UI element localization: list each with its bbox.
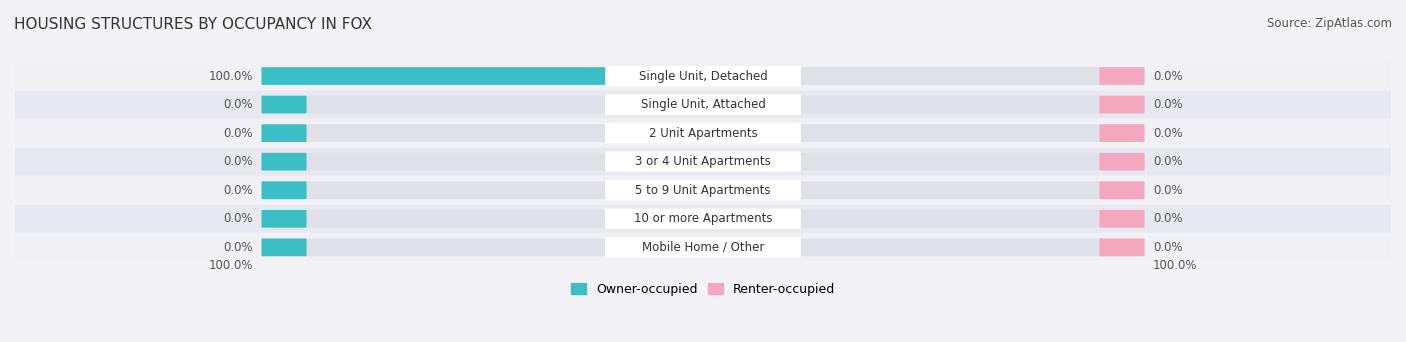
Legend: Owner-occupied, Renter-occupied: Owner-occupied, Renter-occupied xyxy=(567,278,839,301)
Text: 0.0%: 0.0% xyxy=(1153,155,1182,168)
FancyBboxPatch shape xyxy=(15,148,1391,176)
Text: 0.0%: 0.0% xyxy=(1153,98,1182,111)
Text: Single Unit, Attached: Single Unit, Attached xyxy=(641,98,765,111)
FancyBboxPatch shape xyxy=(262,124,307,142)
FancyBboxPatch shape xyxy=(1099,124,1144,142)
FancyBboxPatch shape xyxy=(605,152,801,172)
Text: 0.0%: 0.0% xyxy=(1153,241,1182,254)
FancyBboxPatch shape xyxy=(15,233,1391,261)
FancyBboxPatch shape xyxy=(262,67,1144,85)
Text: Single Unit, Detached: Single Unit, Detached xyxy=(638,69,768,82)
FancyBboxPatch shape xyxy=(605,237,801,258)
FancyBboxPatch shape xyxy=(1099,96,1144,114)
Text: 5 to 9 Unit Apartments: 5 to 9 Unit Apartments xyxy=(636,184,770,197)
Text: 0.0%: 0.0% xyxy=(224,127,253,140)
FancyBboxPatch shape xyxy=(262,181,1144,199)
Text: 0.0%: 0.0% xyxy=(224,241,253,254)
FancyBboxPatch shape xyxy=(262,210,1144,228)
Text: 0.0%: 0.0% xyxy=(224,155,253,168)
FancyBboxPatch shape xyxy=(1099,238,1144,256)
FancyBboxPatch shape xyxy=(262,67,606,85)
Text: HOUSING STRUCTURES BY OCCUPANCY IN FOX: HOUSING STRUCTURES BY OCCUPANCY IN FOX xyxy=(14,17,373,32)
FancyBboxPatch shape xyxy=(1099,67,1144,85)
Text: Mobile Home / Other: Mobile Home / Other xyxy=(641,241,765,254)
FancyBboxPatch shape xyxy=(15,91,1391,119)
Text: 100.0%: 100.0% xyxy=(208,259,253,272)
FancyBboxPatch shape xyxy=(605,209,801,229)
Text: 0.0%: 0.0% xyxy=(1153,69,1182,82)
Text: 0.0%: 0.0% xyxy=(1153,127,1182,140)
FancyBboxPatch shape xyxy=(262,238,1144,256)
Text: 0.0%: 0.0% xyxy=(224,184,253,197)
Text: 2 Unit Apartments: 2 Unit Apartments xyxy=(648,127,758,140)
FancyBboxPatch shape xyxy=(262,153,307,171)
FancyBboxPatch shape xyxy=(262,124,1144,142)
FancyBboxPatch shape xyxy=(15,205,1391,233)
FancyBboxPatch shape xyxy=(15,119,1391,147)
Text: 100.0%: 100.0% xyxy=(208,69,253,82)
FancyBboxPatch shape xyxy=(605,66,801,86)
FancyBboxPatch shape xyxy=(1099,210,1144,228)
Text: 0.0%: 0.0% xyxy=(224,212,253,225)
FancyBboxPatch shape xyxy=(605,180,801,200)
Text: 0.0%: 0.0% xyxy=(224,98,253,111)
Text: 0.0%: 0.0% xyxy=(1153,184,1182,197)
Text: 0.0%: 0.0% xyxy=(1153,212,1182,225)
FancyBboxPatch shape xyxy=(1099,153,1144,171)
FancyBboxPatch shape xyxy=(605,123,801,143)
Text: 3 or 4 Unit Apartments: 3 or 4 Unit Apartments xyxy=(636,155,770,168)
FancyBboxPatch shape xyxy=(262,210,307,228)
FancyBboxPatch shape xyxy=(15,62,1391,90)
FancyBboxPatch shape xyxy=(262,96,307,114)
Text: Source: ZipAtlas.com: Source: ZipAtlas.com xyxy=(1267,17,1392,30)
FancyBboxPatch shape xyxy=(262,153,1144,171)
FancyBboxPatch shape xyxy=(1099,181,1144,199)
FancyBboxPatch shape xyxy=(262,238,307,256)
FancyBboxPatch shape xyxy=(262,181,307,199)
FancyBboxPatch shape xyxy=(262,96,1144,114)
Text: 100.0%: 100.0% xyxy=(1153,259,1198,272)
FancyBboxPatch shape xyxy=(15,176,1391,204)
FancyBboxPatch shape xyxy=(605,94,801,115)
Text: 10 or more Apartments: 10 or more Apartments xyxy=(634,212,772,225)
